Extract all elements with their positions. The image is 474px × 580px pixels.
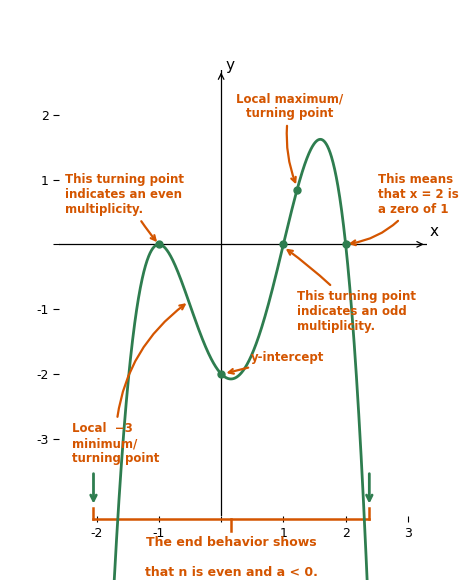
Text: Local  −3
minimum/
turning point: Local −3 minimum/ turning point (72, 304, 184, 465)
Text: This turning point
indicates an even
multiplicity.: This turning point indicates an even mul… (65, 173, 184, 240)
Text: This means
that x = 2 is
a zero of 1: This means that x = 2 is a zero of 1 (351, 173, 459, 245)
Text: y: y (226, 58, 235, 73)
Text: Local maximum/
turning point: Local maximum/ turning point (236, 92, 343, 182)
Text: that n is even and a < 0.: that n is even and a < 0. (145, 566, 318, 579)
Text: x: x (429, 223, 438, 238)
Text: The end behavior shows: The end behavior shows (146, 535, 317, 549)
Text: This turning point
indicates an odd
multiplicity.: This turning point indicates an odd mult… (288, 250, 416, 333)
Text: y-intercept: y-intercept (229, 351, 324, 374)
